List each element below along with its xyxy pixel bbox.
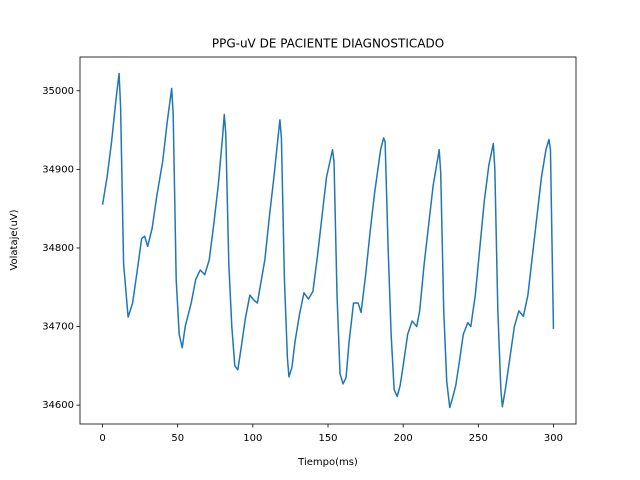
x-tick-label: 0 [99, 433, 105, 444]
x-axis-label: Tiempo(ms) [297, 457, 358, 468]
x-tick-label: 300 [544, 433, 563, 444]
y-tick-label: 34900 [42, 164, 74, 175]
x-tick-label: 50 [171, 433, 184, 444]
y-tick-label: 34600 [42, 400, 74, 411]
y-tick-label: 34700 [42, 322, 74, 333]
x-tick-label: 200 [394, 433, 413, 444]
x-tick-label: 250 [469, 433, 488, 444]
x-tick-label: 150 [318, 433, 337, 444]
chart-title: PPG-uV DE PACIENTE DIAGNOSTICADO [212, 37, 444, 51]
plot-frame [79, 56, 577, 425]
x-tick-label: 100 [243, 433, 262, 444]
y-tick-label: 35000 [42, 86, 74, 97]
data-line [101, 72, 555, 409]
y-tick-label: 34800 [42, 243, 74, 254]
y-axis-label: Volataje(uV) [9, 209, 20, 270]
